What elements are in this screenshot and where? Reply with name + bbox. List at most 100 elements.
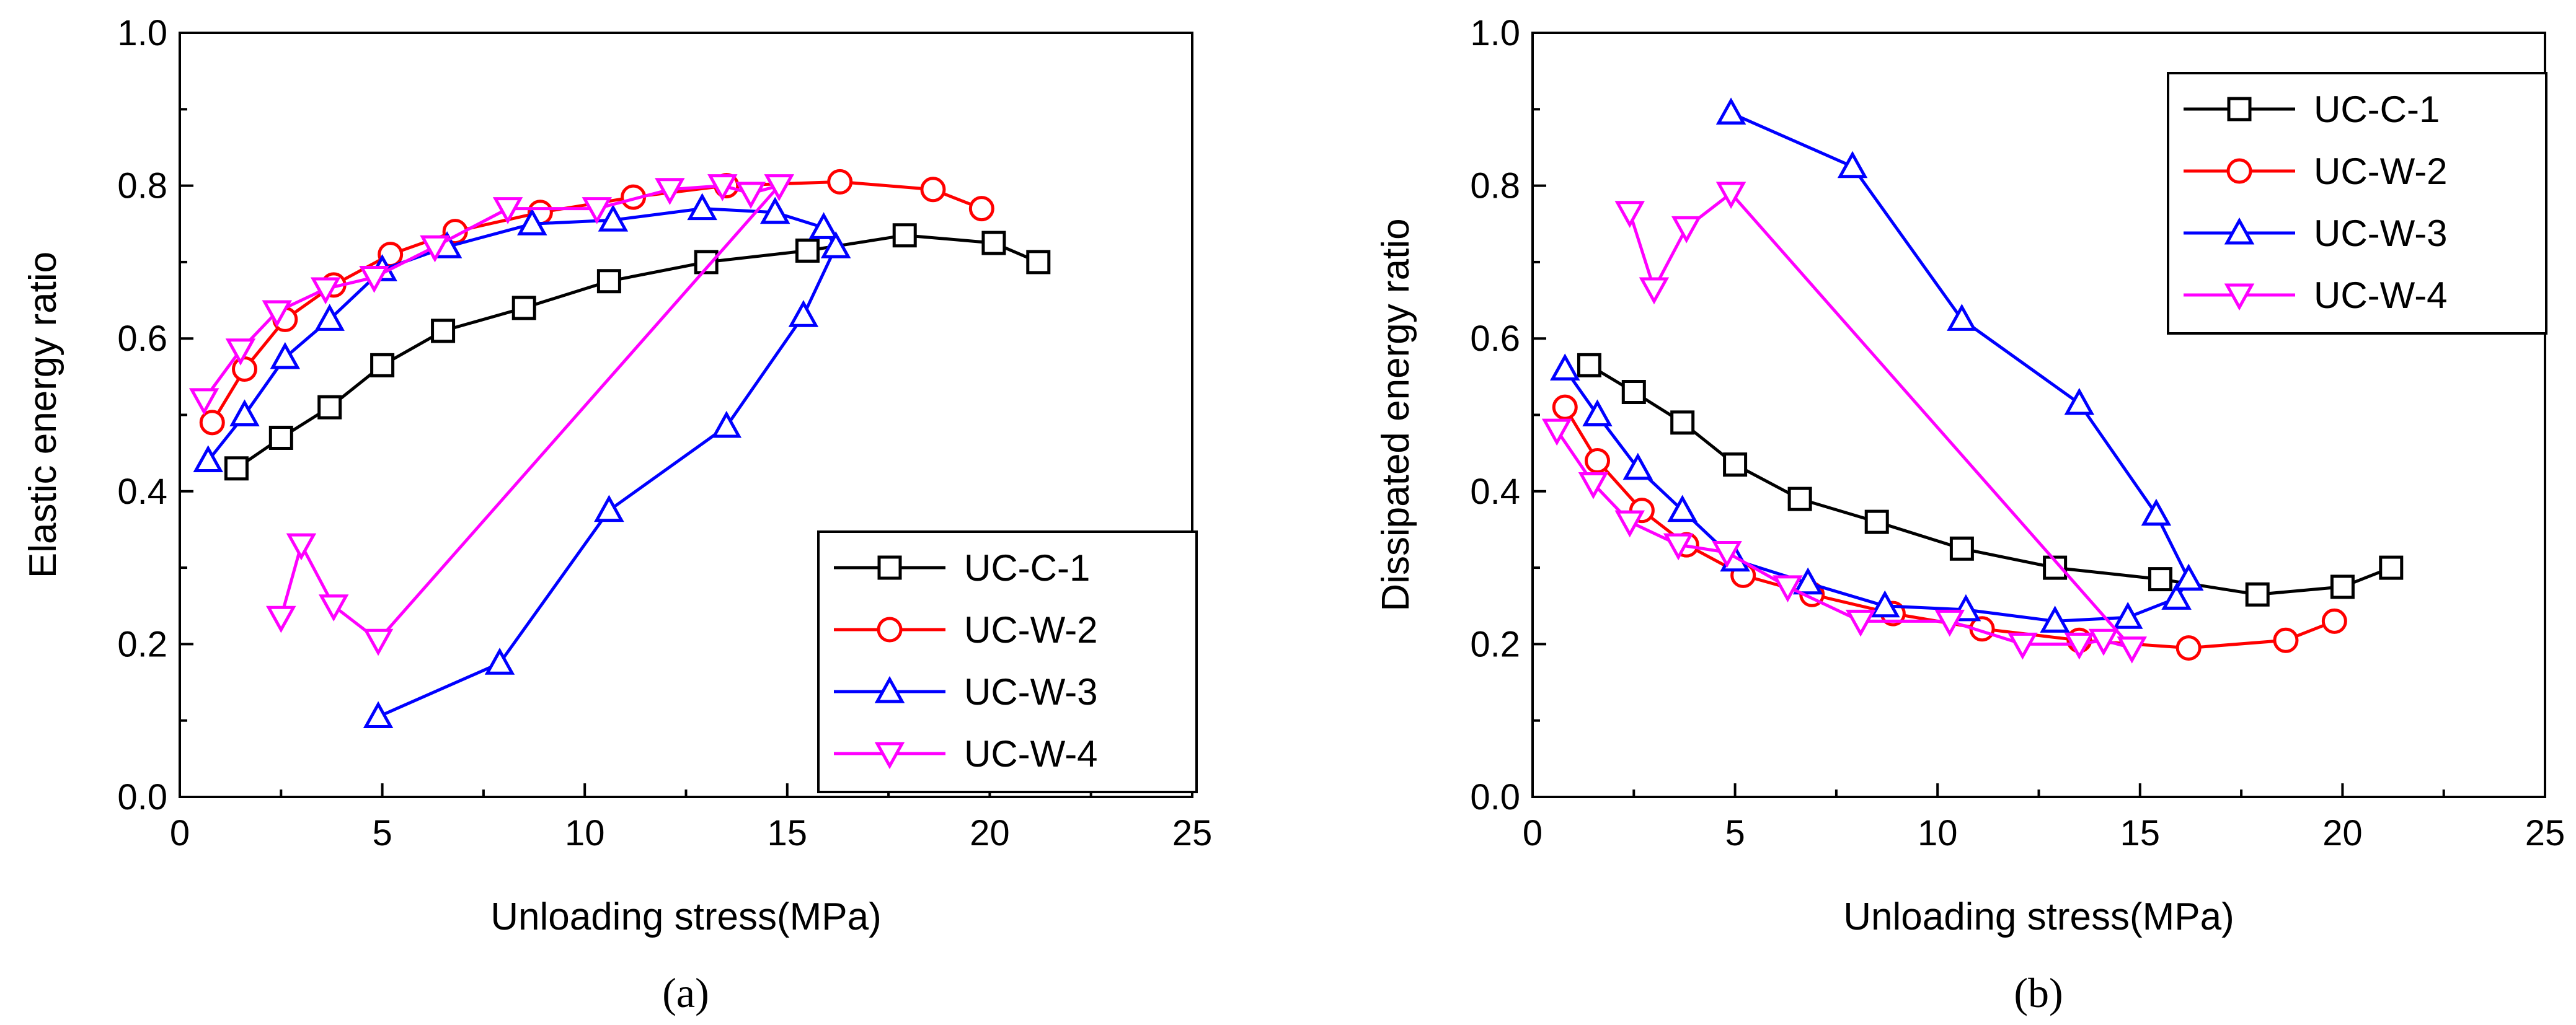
data-point bbox=[1622, 452, 1653, 480]
data-point bbox=[764, 174, 794, 201]
data-point bbox=[759, 196, 790, 224]
data-point bbox=[188, 388, 219, 415]
legend-label: UC-C-1 bbox=[2314, 89, 2440, 130]
data-point bbox=[1845, 609, 1876, 637]
data-point bbox=[1670, 410, 1695, 435]
data-point bbox=[225, 338, 256, 366]
y-tick-label: 1.0 bbox=[117, 13, 167, 53]
data-point bbox=[193, 445, 223, 472]
legend-item: UC-W-3 bbox=[2184, 213, 2448, 254]
series-uc-c-1 bbox=[224, 223, 1051, 481]
series-line bbox=[203, 184, 781, 642]
data-point bbox=[1837, 151, 1868, 178]
data-point bbox=[1577, 353, 1601, 377]
legend-marker bbox=[2227, 97, 2252, 121]
x-tick-label: 15 bbox=[768, 813, 808, 853]
legend-label: UC-W-4 bbox=[2314, 275, 2448, 316]
data-point bbox=[492, 197, 523, 224]
x-tick-label: 0 bbox=[1523, 813, 1543, 853]
y-axis-label: Elastic energy ratio bbox=[22, 252, 64, 578]
data-point bbox=[2148, 567, 2172, 592]
caption-a: (a) bbox=[662, 969, 709, 1016]
legend-item: UC-W-4 bbox=[834, 733, 1098, 775]
panel-b: 0 5 10 15 20 25 0.0 0.2 0.4 0.6 0.8 1.0 Unloading st… bbox=[1374, 13, 2565, 938]
legend: UC-C-1 UC-W-2 UC-W-3 UC-W-4 bbox=[2167, 72, 2547, 335]
data-point bbox=[1870, 590, 1900, 618]
data-point bbox=[1552, 394, 1578, 420]
data-point bbox=[420, 235, 450, 263]
data-point bbox=[788, 300, 819, 327]
series-uc-c-1 bbox=[1577, 353, 2404, 607]
x-tick-label: 15 bbox=[2120, 813, 2161, 853]
data-point bbox=[1671, 216, 1702, 244]
data-point bbox=[1550, 353, 1580, 381]
data-point bbox=[2141, 498, 2172, 526]
x-axis-label: Unloading stress(MPa) bbox=[1843, 895, 2234, 938]
data-point bbox=[511, 296, 536, 320]
legend-marker bbox=[2226, 158, 2252, 184]
legend-label: UC-W-4 bbox=[964, 733, 1098, 775]
legend-marker bbox=[874, 675, 905, 703]
data-point bbox=[2330, 574, 2355, 599]
data-point bbox=[2064, 387, 2095, 415]
y-tick-label: 0.8 bbox=[1470, 166, 1520, 206]
data-point bbox=[808, 212, 839, 239]
data-point bbox=[1723, 452, 1748, 477]
y-tick-label: 0.2 bbox=[117, 624, 167, 664]
data-point bbox=[892, 223, 917, 248]
data-point bbox=[314, 304, 345, 331]
x-tick-label: 25 bbox=[2525, 813, 2565, 853]
x-tick-label: 5 bbox=[372, 813, 392, 853]
data-point bbox=[582, 197, 613, 224]
data-point bbox=[1585, 447, 1611, 473]
data-point bbox=[1864, 509, 1889, 534]
x-tick-label: 10 bbox=[1918, 813, 1958, 853]
y-tick-label: 0.4 bbox=[117, 472, 167, 512]
data-point bbox=[1614, 201, 1645, 228]
y-tick-label: 0.6 bbox=[117, 319, 167, 359]
y-tick-label: 0.0 bbox=[1470, 777, 1520, 817]
data-point bbox=[707, 174, 738, 201]
legend-item: UC-C-1 bbox=[2184, 89, 2440, 130]
legend-marker bbox=[877, 617, 903, 643]
legend-item: UC-W-3 bbox=[834, 671, 1098, 713]
series-uc-w-3 bbox=[1550, 97, 2204, 633]
caption-b: (b) bbox=[2014, 969, 2063, 1016]
data-point bbox=[795, 238, 820, 263]
data-point bbox=[1947, 304, 1977, 331]
y-tick-label: 0.6 bbox=[1470, 319, 1520, 359]
data-point bbox=[268, 425, 293, 450]
data-point bbox=[2245, 582, 2270, 607]
series-uc-w-4 bbox=[188, 174, 794, 656]
data-point bbox=[920, 177, 946, 203]
data-point bbox=[1715, 97, 1746, 125]
x-tick-label: 20 bbox=[970, 813, 1010, 853]
legend-item: UC-W-4 bbox=[2184, 275, 2448, 316]
data-point bbox=[1621, 380, 1646, 405]
legend-marker bbox=[877, 555, 902, 580]
data-point bbox=[370, 353, 395, 377]
data-point bbox=[517, 208, 547, 235]
data-point bbox=[1792, 567, 1823, 595]
data-point bbox=[1715, 182, 1746, 209]
series-uc-w-3 bbox=[193, 193, 851, 729]
data-point bbox=[431, 319, 456, 343]
data-point bbox=[2379, 555, 2404, 580]
data-point bbox=[1787, 486, 1812, 511]
series-line bbox=[1564, 112, 2190, 623]
data-point bbox=[1541, 418, 1572, 446]
data-point bbox=[598, 204, 629, 232]
x-tick-label: 25 bbox=[1172, 813, 1213, 853]
x-tick-label: 20 bbox=[2322, 813, 2363, 853]
y-tick-label: 0.2 bbox=[1470, 624, 1520, 664]
data-point bbox=[310, 277, 341, 305]
data-point bbox=[266, 605, 296, 633]
y-tick-label: 0.8 bbox=[117, 166, 167, 206]
data-point bbox=[363, 628, 394, 656]
data-point bbox=[2175, 635, 2202, 661]
data-point bbox=[1614, 510, 1645, 538]
series-line bbox=[1588, 364, 2392, 596]
data-point bbox=[484, 648, 515, 675]
legend-label: UC-W-2 bbox=[964, 609, 1098, 651]
